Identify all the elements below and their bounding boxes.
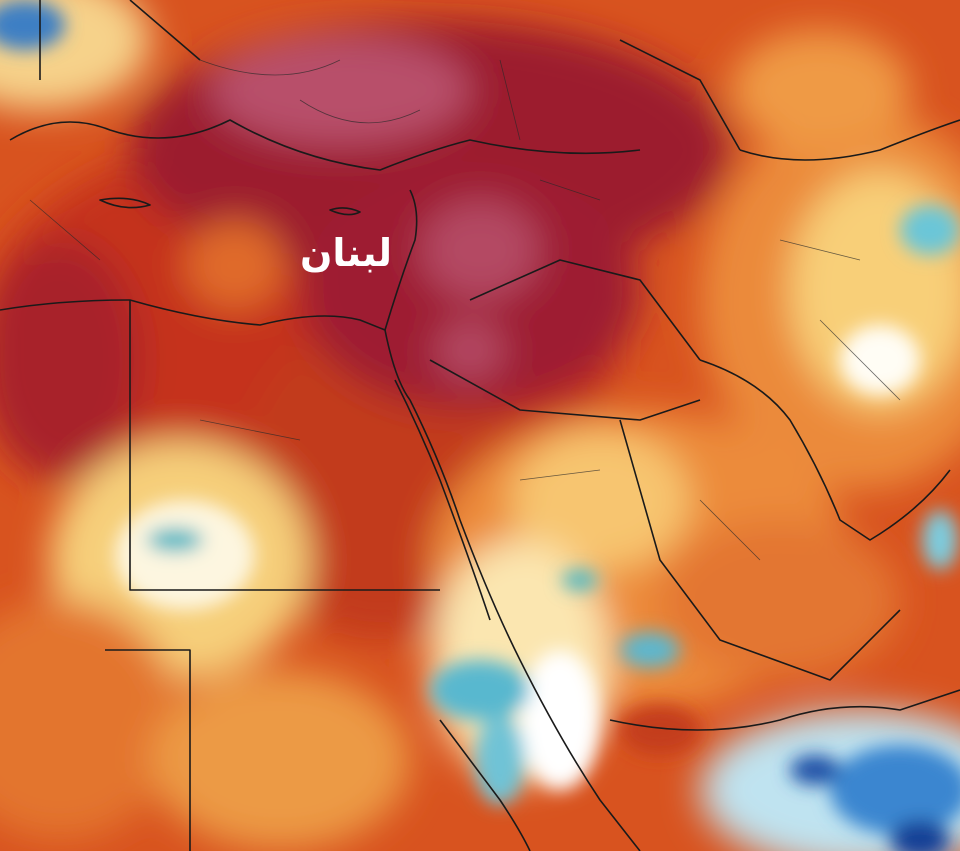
shade: [185, 220, 285, 310]
shade: [922, 510, 958, 570]
border: [29, 59, 901, 561]
shade: [520, 650, 600, 790]
island: [329, 207, 361, 216]
border: [429, 359, 701, 421]
shade: [620, 705, 700, 755]
shade: [730, 30, 910, 150]
shade: [660, 520, 900, 680]
country-label: لبنان: [300, 231, 392, 275]
shade: [840, 325, 920, 395]
coastline: [739, 119, 960, 161]
border: [469, 259, 701, 361]
coastline: [0, 299, 641, 851]
shade: [620, 632, 680, 668]
shade: [900, 205, 960, 255]
shade: [890, 820, 950, 851]
shade: [830, 745, 960, 835]
coastline: [9, 119, 641, 171]
shade: [150, 670, 410, 850]
shade: [147, 528, 203, 552]
shade: [0, 600, 180, 840]
shade: [475, 715, 525, 805]
shade: [510, 430, 690, 570]
coastline: [699, 359, 951, 541]
island: [99, 197, 151, 209]
shade: [420, 200, 540, 300]
shade: [115, 500, 255, 610]
shade: [435, 320, 505, 380]
shade: [430, 660, 530, 720]
border: [39, 0, 741, 151]
shade: [0, 0, 65, 50]
border: [619, 419, 901, 681]
coastline: [609, 689, 960, 731]
coastline: [394, 379, 491, 621]
border: [129, 300, 440, 591]
border: [105, 649, 191, 851]
coastline: [439, 719, 531, 851]
coastline: [384, 189, 418, 331]
shade: [210, 35, 470, 145]
shade: [790, 755, 840, 785]
shade: [562, 570, 598, 590]
